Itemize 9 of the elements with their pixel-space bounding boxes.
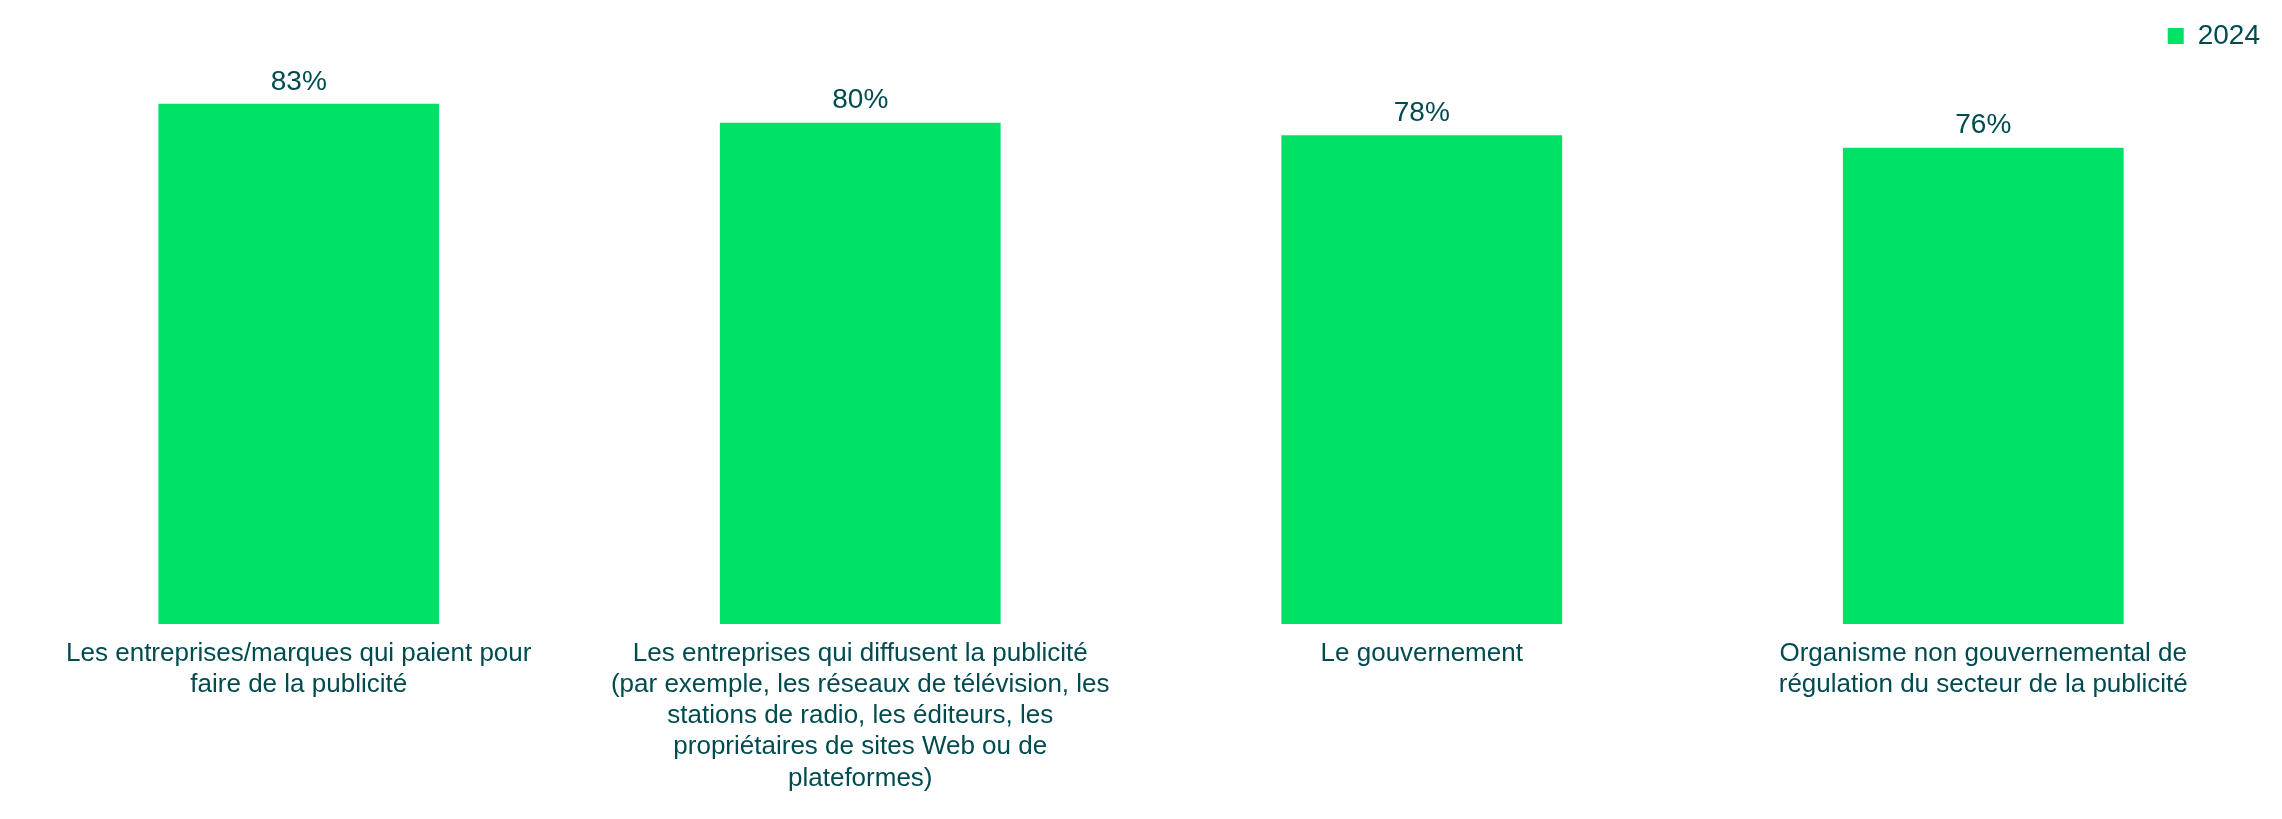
x-tick-label: Organisme non gouvernemental de régulation du secteur de la publicité xyxy=(1778,636,2188,698)
data-label: 78% xyxy=(1393,95,1450,127)
data-label: 83% xyxy=(270,64,327,96)
data-label: 76% xyxy=(1955,108,2012,140)
x-tick-label: Les entreprises/marques qui paient pour faire de la publicité xyxy=(66,636,532,698)
x-tick-label: Les entreprises qui diffusent la publicité (par exemple, les réseaux de télévision, les stations de radio, les éditeurs, les propriétaires de sites Web ou de plateformes) xyxy=(610,636,1110,792)
legend-label: 2024 xyxy=(2197,18,2261,50)
x-tick-label: Le gouvernement xyxy=(1320,636,1524,667)
data-label: 80% xyxy=(832,83,889,115)
